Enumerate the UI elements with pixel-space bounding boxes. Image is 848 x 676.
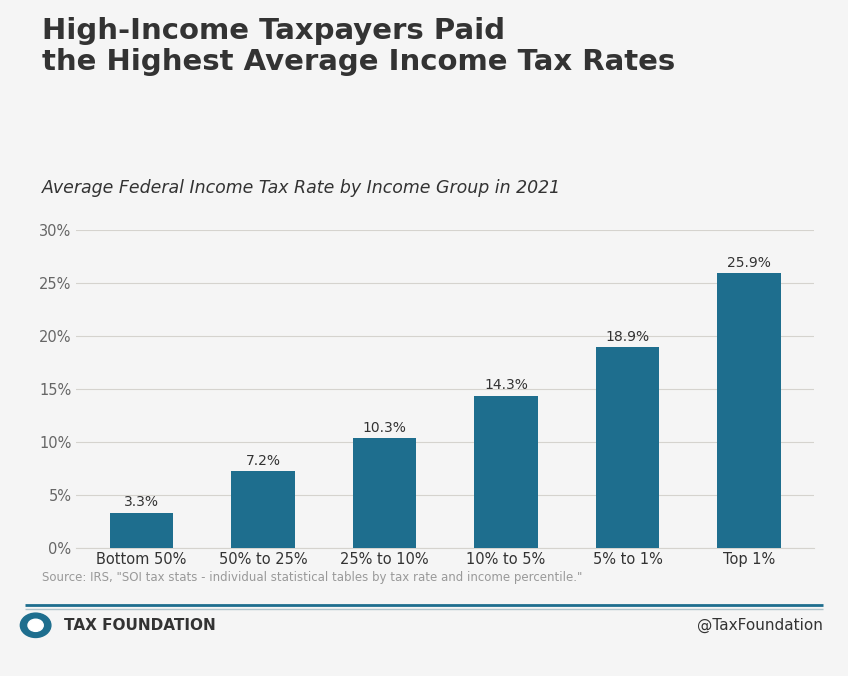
Text: TAX FOUNDATION: TAX FOUNDATION xyxy=(64,618,215,633)
Text: Source: IRS, "SOI tax stats - individual statistical tables by tax rate and inco: Source: IRS, "SOI tax stats - individual… xyxy=(42,571,583,584)
Text: 18.9%: 18.9% xyxy=(605,330,650,343)
Bar xyxy=(474,396,538,548)
Text: 7.2%: 7.2% xyxy=(245,454,281,468)
Text: @TaxFoundation: @TaxFoundation xyxy=(697,618,823,633)
Text: High-Income Taxpayers Paid
the Highest Average Income Tax Rates: High-Income Taxpayers Paid the Highest A… xyxy=(42,17,676,76)
Bar xyxy=(110,512,173,548)
Text: 14.3%: 14.3% xyxy=(484,379,528,392)
Text: Average Federal Income Tax Rate by Income Group in 2021: Average Federal Income Tax Rate by Incom… xyxy=(42,179,561,197)
Bar xyxy=(353,439,416,548)
Bar xyxy=(596,347,659,548)
Bar xyxy=(717,273,780,548)
Bar xyxy=(232,471,294,548)
Text: 10.3%: 10.3% xyxy=(362,420,406,435)
Text: 3.3%: 3.3% xyxy=(124,495,159,509)
Text: 25.9%: 25.9% xyxy=(727,256,771,270)
